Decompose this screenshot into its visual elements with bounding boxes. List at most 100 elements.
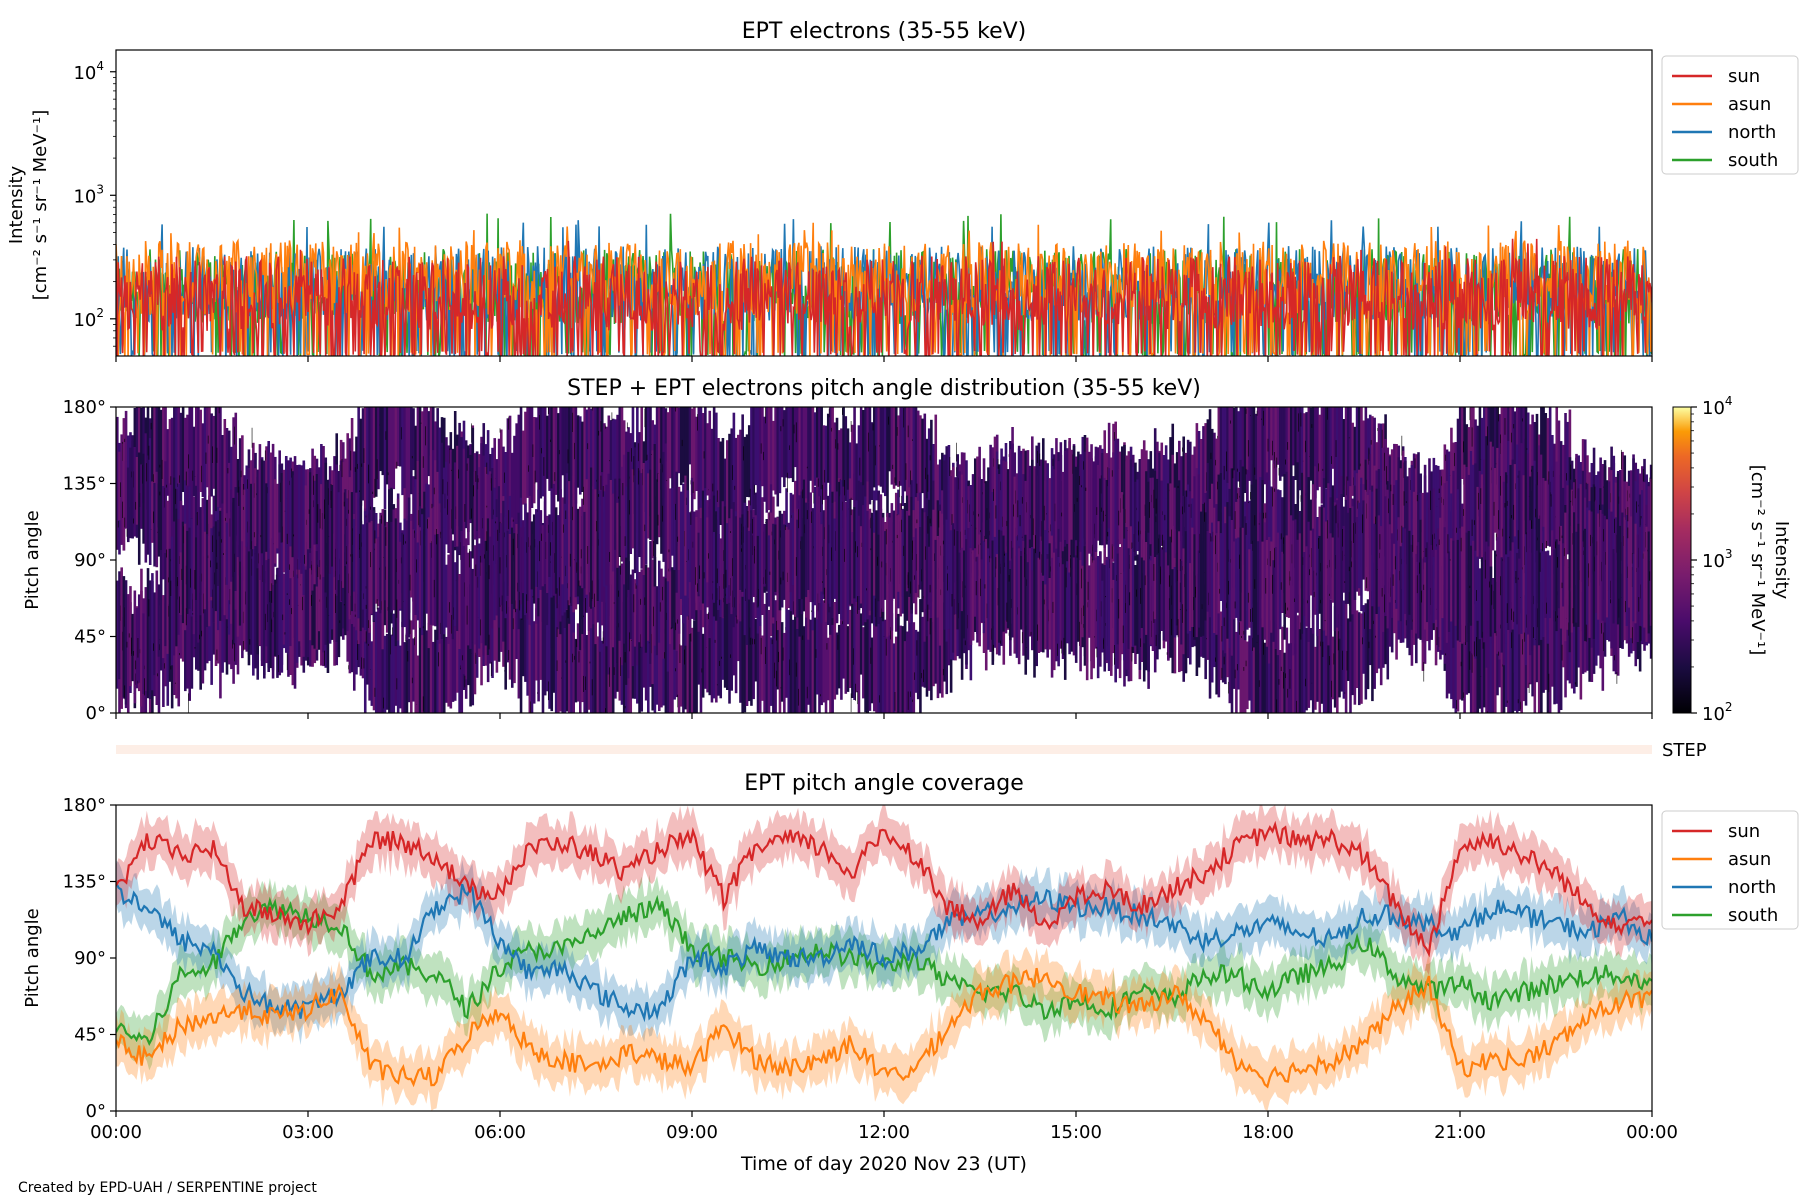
heatmap-cell bbox=[877, 534, 881, 602]
heatmap-cell bbox=[739, 603, 742, 703]
heatmap-cell bbox=[1292, 407, 1295, 466]
heatmap-cell bbox=[1125, 527, 1128, 670]
heatmap-cell bbox=[1349, 508, 1352, 622]
heatmap-cell bbox=[1351, 422, 1354, 496]
panel3-y-axis: 0°45°90°135°180° bbox=[63, 795, 116, 1122]
heatmap-cell bbox=[1327, 513, 1330, 646]
heatmap-cell bbox=[515, 423, 518, 532]
heatmap-cell bbox=[695, 516, 698, 611]
heatmap-cell bbox=[1274, 547, 1278, 649]
heatmap-cell bbox=[462, 546, 466, 675]
heatmap-cell bbox=[1061, 471, 1065, 552]
panel2-heatmap bbox=[116, 407, 1652, 713]
heatmap-cell bbox=[504, 452, 507, 521]
heatmap-cell bbox=[1000, 459, 1003, 567]
heatmap-cell bbox=[960, 547, 964, 612]
heatmap-cell bbox=[1375, 488, 1379, 614]
heatmap-cell bbox=[622, 556, 626, 644]
heatmap-cell bbox=[664, 565, 668, 634]
heatmap-cell bbox=[1461, 526, 1464, 644]
heatmap-cell bbox=[719, 441, 723, 525]
heatmap-cell bbox=[1491, 578, 1495, 644]
heatmap-cell bbox=[1248, 500, 1251, 572]
heatmap-cell bbox=[1140, 557, 1144, 628]
heatmap-cell bbox=[603, 491, 606, 587]
heatmap-cell bbox=[486, 474, 490, 559]
heatmap-cell bbox=[1171, 454, 1175, 596]
heatmap-cell bbox=[998, 529, 1001, 643]
heatmap-cell bbox=[1292, 520, 1295, 656]
heatmap-cell bbox=[1478, 407, 1482, 517]
heatmap-cell bbox=[585, 479, 589, 595]
heatmap-cell bbox=[1281, 407, 1284, 477]
heatmap-cell bbox=[708, 410, 712, 510]
heatmap-cell bbox=[181, 521, 185, 624]
heatmap-cell bbox=[1327, 407, 1330, 490]
heatmap-cell bbox=[886, 597, 889, 713]
heatmap-cell bbox=[1467, 623, 1471, 694]
heatmap-cell bbox=[346, 498, 349, 562]
heatmap-cell bbox=[1507, 440, 1510, 577]
heatmap-cell bbox=[1351, 506, 1354, 615]
heatmap-cell bbox=[157, 584, 161, 657]
heatmap-cell bbox=[1252, 407, 1256, 503]
heatmap-cell bbox=[326, 543, 330, 673]
heatmap-cell bbox=[1164, 445, 1168, 543]
heatmap-cell bbox=[1103, 565, 1107, 672]
heatmap-cell bbox=[772, 523, 775, 618]
heatmap-cell bbox=[831, 584, 834, 713]
heatmap-cell bbox=[603, 565, 606, 645]
heatmap-cell bbox=[596, 479, 600, 601]
heatmap-cell bbox=[363, 591, 367, 713]
heatmap-cell bbox=[1305, 546, 1308, 627]
heatmap-cell bbox=[833, 602, 837, 700]
heatmap-cell bbox=[1515, 609, 1519, 713]
heatmap-cell bbox=[497, 486, 501, 579]
heatmap-cell bbox=[1248, 635, 1251, 701]
heatmap-cell bbox=[583, 511, 586, 589]
heatmap-cell bbox=[578, 617, 582, 713]
heatmap-cell bbox=[1156, 478, 1159, 581]
heatmap-cell bbox=[1193, 534, 1196, 640]
heatmap-cell bbox=[1250, 624, 1254, 713]
heatmap-cell bbox=[1261, 541, 1265, 628]
heatmap-cell bbox=[1346, 618, 1350, 681]
heatmap-cell bbox=[1371, 416, 1374, 510]
heatmap-cell bbox=[1500, 557, 1504, 653]
heatmap-cell bbox=[776, 407, 780, 507]
heatmap-cell bbox=[1055, 438, 1058, 555]
heatmap-cell bbox=[247, 468, 251, 552]
heatmap-cell bbox=[686, 604, 690, 713]
heatmap-cell bbox=[1491, 596, 1495, 713]
heatmap-cell bbox=[445, 636, 448, 703]
heatmap-cell bbox=[1316, 517, 1319, 637]
heatmap-cell bbox=[1318, 535, 1322, 614]
heatmap-cell bbox=[783, 632, 786, 713]
heatmap-cell bbox=[653, 619, 657, 713]
heatmap-cell bbox=[1180, 561, 1183, 645]
colorbar-tick-label: 103 bbox=[1702, 547, 1733, 572]
heatmap-cell bbox=[695, 416, 698, 491]
heatmap-cell bbox=[1322, 604, 1326, 713]
heatmap-cell bbox=[927, 428, 931, 504]
heatmap-cell bbox=[932, 592, 935, 687]
heatmap-cell bbox=[679, 491, 683, 599]
heatmap-cell bbox=[1336, 407, 1339, 514]
heatmap-cell bbox=[276, 483, 279, 549]
heatmap-cell bbox=[1439, 517, 1442, 651]
heatmap-cell bbox=[719, 583, 723, 699]
panel3-title: EPT pitch angle coverage bbox=[744, 771, 1024, 796]
heatmap-cell bbox=[1454, 477, 1458, 565]
heatmap-cell bbox=[177, 519, 181, 635]
heatmap-cell bbox=[890, 503, 894, 631]
heatmap-cell bbox=[894, 492, 898, 618]
panel-pitch-angle-distribution: STEP + EPT electrons pitch angle distrib… bbox=[22, 376, 1792, 725]
heatmap-cell bbox=[179, 552, 183, 615]
heatmap-cell bbox=[1309, 530, 1313, 596]
heatmap-cell bbox=[271, 538, 275, 679]
heatmap-cell bbox=[1270, 541, 1273, 633]
heatmap-cell bbox=[1331, 485, 1335, 578]
